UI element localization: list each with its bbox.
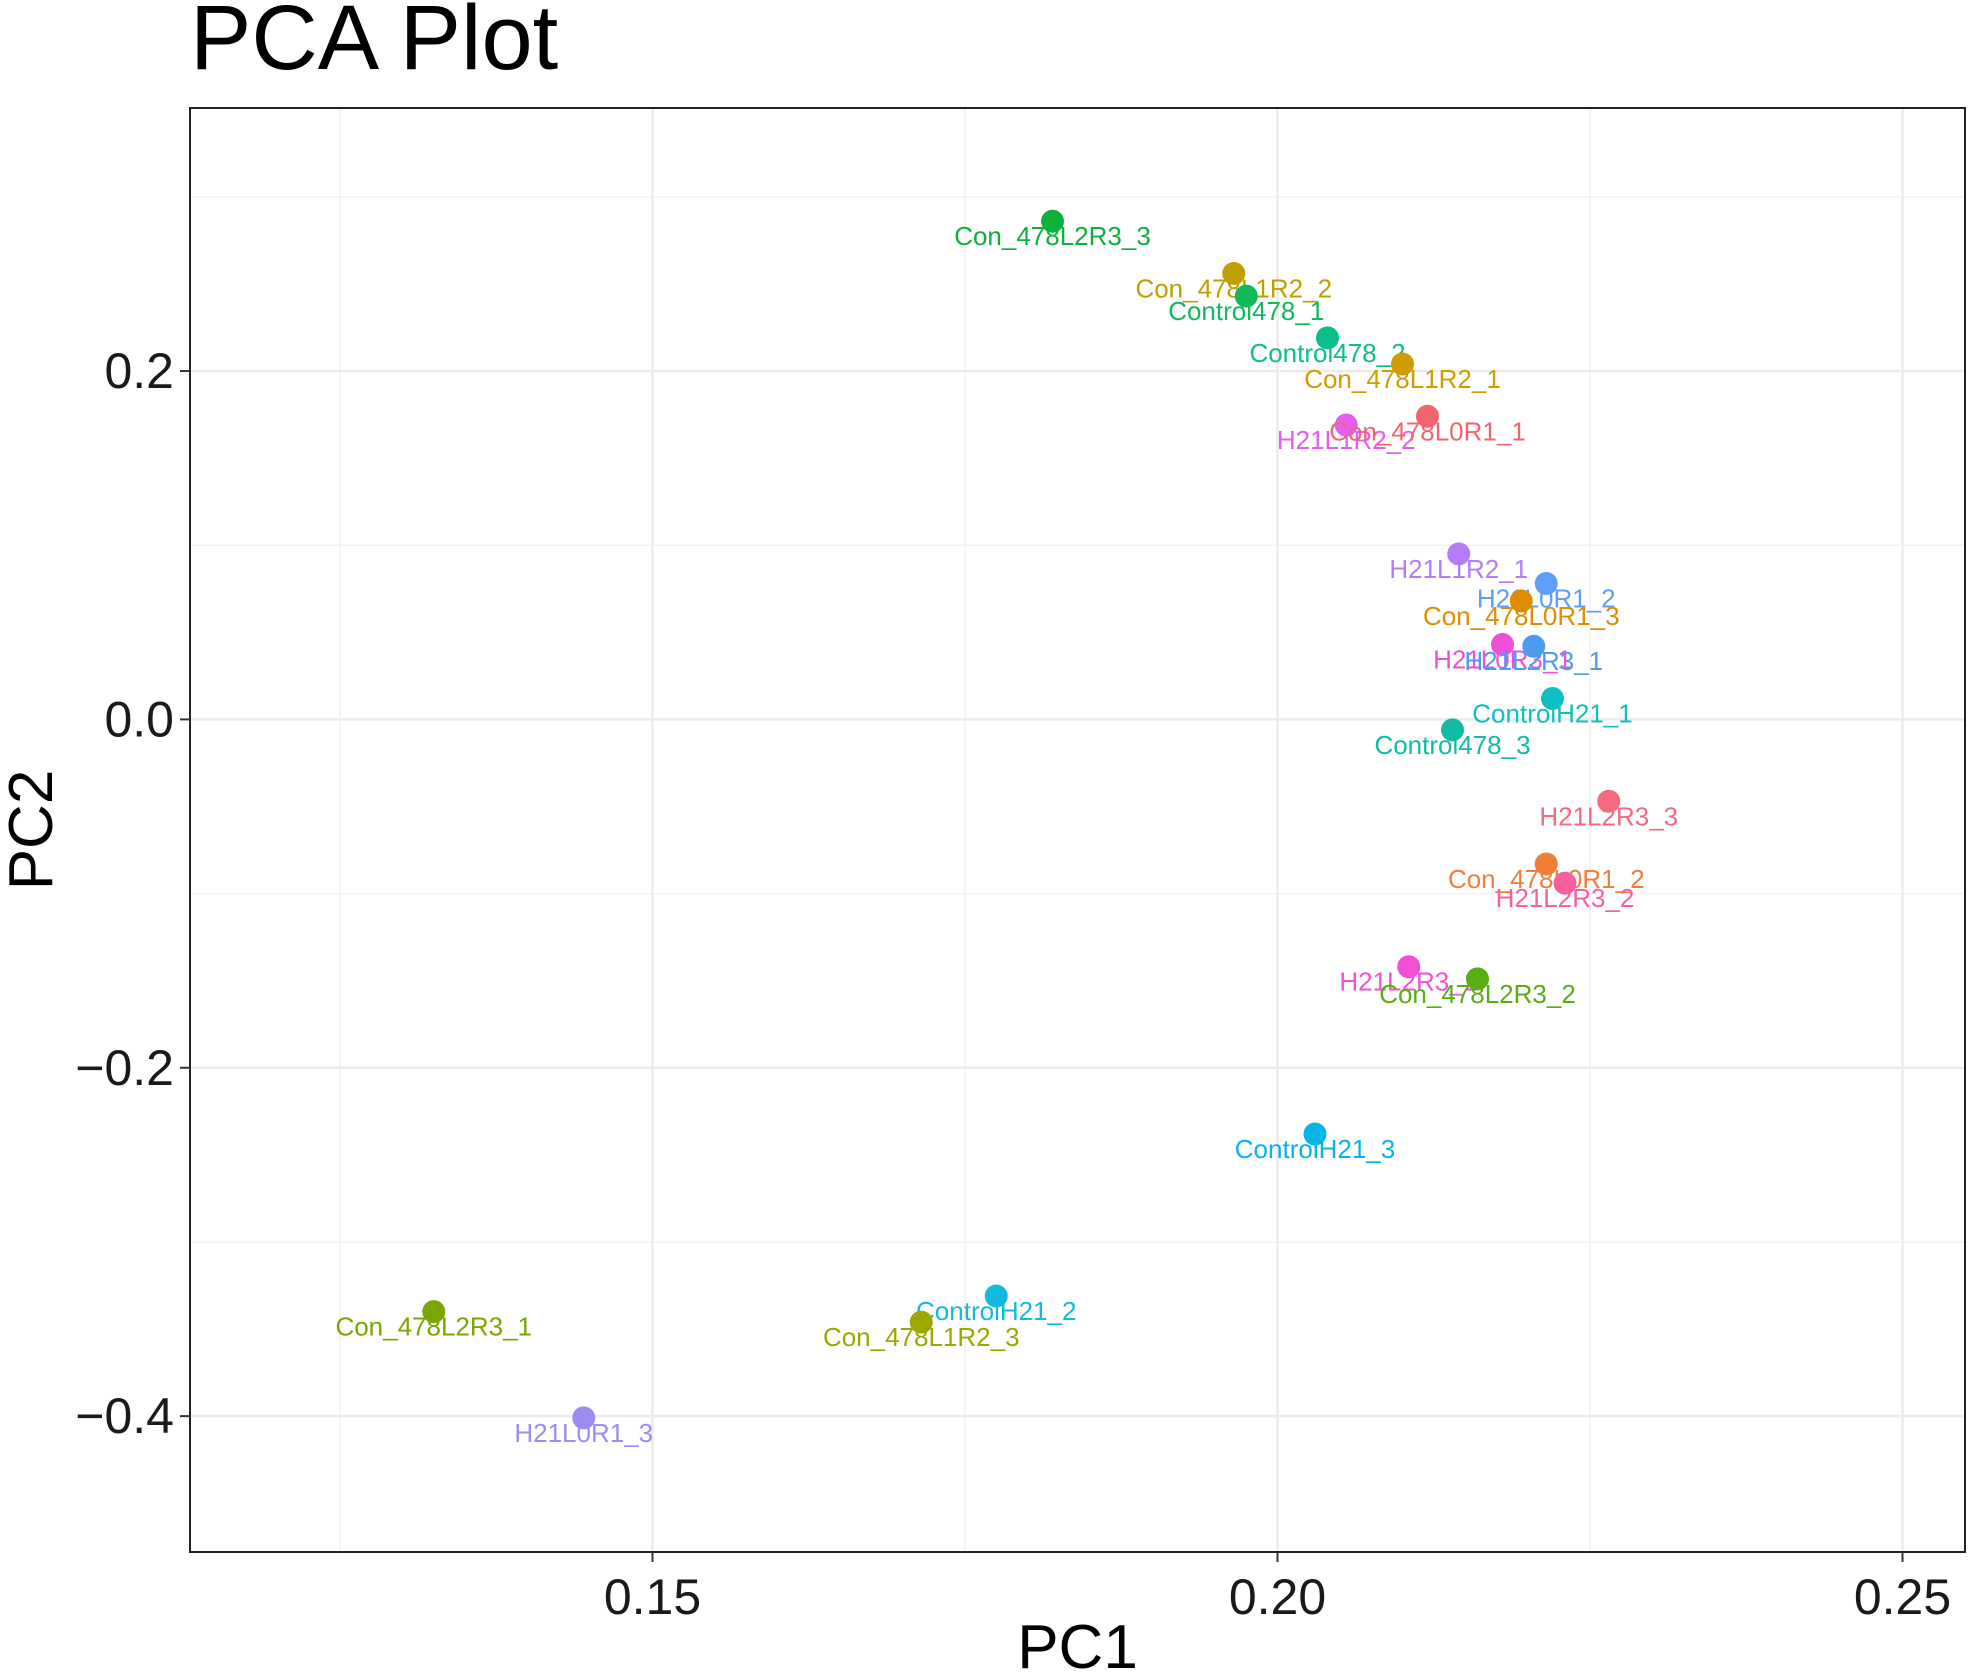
y-axis-title: PC2 [0, 770, 66, 891]
data-point[interactable] [572, 1406, 596, 1430]
data-point-label: H21L2R3_2 [1496, 883, 1635, 913]
data-point-label: H21L2R3_3 [1539, 801, 1678, 831]
data-point[interactable] [1222, 261, 1246, 285]
data-point-label: Con_478L0R1_2 [1448, 864, 1645, 894]
data-point-label: ControlH21_3 [1235, 1134, 1395, 1164]
data-point-label: H21L1R2_2 [1277, 425, 1416, 455]
data-point-label: Control478_1 [1168, 296, 1324, 326]
x-axis-title: PC1 [1017, 1613, 1138, 1676]
data-point[interactable] [1303, 1122, 1327, 1146]
data-point-label: ControlH21_2 [916, 1296, 1076, 1326]
data-point-label: H21L0R3_1 [1433, 644, 1572, 674]
x-tick-label: 0.25 [1854, 1569, 1951, 1625]
data-point-label: Con_478L0R1_1 [1329, 416, 1526, 446]
data-point[interactable] [1522, 634, 1546, 658]
data-point[interactable] [1534, 572, 1558, 596]
data-point[interactable] [1509, 589, 1533, 613]
data-point-label: Con_478L1R2_3 [823, 1322, 1020, 1352]
data-point-label: H21L0R1_2 [1477, 584, 1616, 614]
data-point[interactable] [1316, 326, 1339, 350]
data-point[interactable] [1391, 352, 1414, 376]
data-point[interactable] [1397, 955, 1421, 979]
data-point[interactable] [1541, 686, 1564, 710]
data-point-label: Con_478L2R3_2 [1379, 979, 1576, 1009]
data-point-label: Con_478L1R2_2 [1135, 273, 1332, 303]
x-tick-label: 0.15 [604, 1569, 701, 1625]
data-point-label: H21L0R1_3 [514, 1418, 653, 1448]
data-point[interactable] [1447, 542, 1471, 566]
data-point[interactable] [1234, 284, 1258, 308]
data-point[interactable] [1416, 404, 1439, 428]
data-point[interactable] [984, 1284, 1008, 1308]
data-point[interactable] [1597, 789, 1621, 813]
data-point-label: H21L2R3_1 [1464, 646, 1603, 676]
data-point-label: H21L2R3_1 [1339, 967, 1478, 997]
data-point-label: ControlH21_1 [1472, 698, 1632, 728]
y-tick-label: 0.0 [104, 691, 174, 747]
data-point-label: Con_478L2R3_1 [335, 1312, 532, 1342]
ticks-layer: 0.15 0.20 0.25 −0.4 −0.2 0.0 0.2 [75, 343, 1951, 1625]
plot-panel-border [189, 107, 1966, 1553]
x-tick-label: 0.20 [1229, 1569, 1326, 1625]
data-point[interactable] [1334, 413, 1358, 437]
data-point[interactable] [1553, 871, 1577, 895]
data-point-label: Control478_3 [1374, 730, 1530, 760]
y-tick-label: 0.2 [104, 343, 174, 399]
data-point[interactable] [1534, 852, 1558, 876]
data-point[interactable] [1441, 718, 1464, 742]
data-point-label: Con_478L0R1_3 [1423, 601, 1620, 631]
data-point-label: Con_478L2R3_3 [954, 221, 1151, 251]
data-point[interactable] [909, 1310, 933, 1334]
chart-title: PCA Plot [190, 0, 559, 89]
data-point-label: Control478_2 [1249, 338, 1405, 368]
grid-layer [190, 108, 1965, 1552]
data-point[interactable] [1491, 632, 1514, 656]
data-point[interactable] [1041, 209, 1064, 233]
y-tick-label: −0.2 [75, 1040, 174, 1096]
data-point[interactable] [1466, 967, 1489, 991]
data-point-label: Con_478L1R2_1 [1304, 364, 1501, 394]
y-tick-label: −0.4 [75, 1388, 174, 1444]
data-point[interactable] [422, 1300, 446, 1324]
data-point-label: H21L1R2_1 [1389, 554, 1528, 584]
